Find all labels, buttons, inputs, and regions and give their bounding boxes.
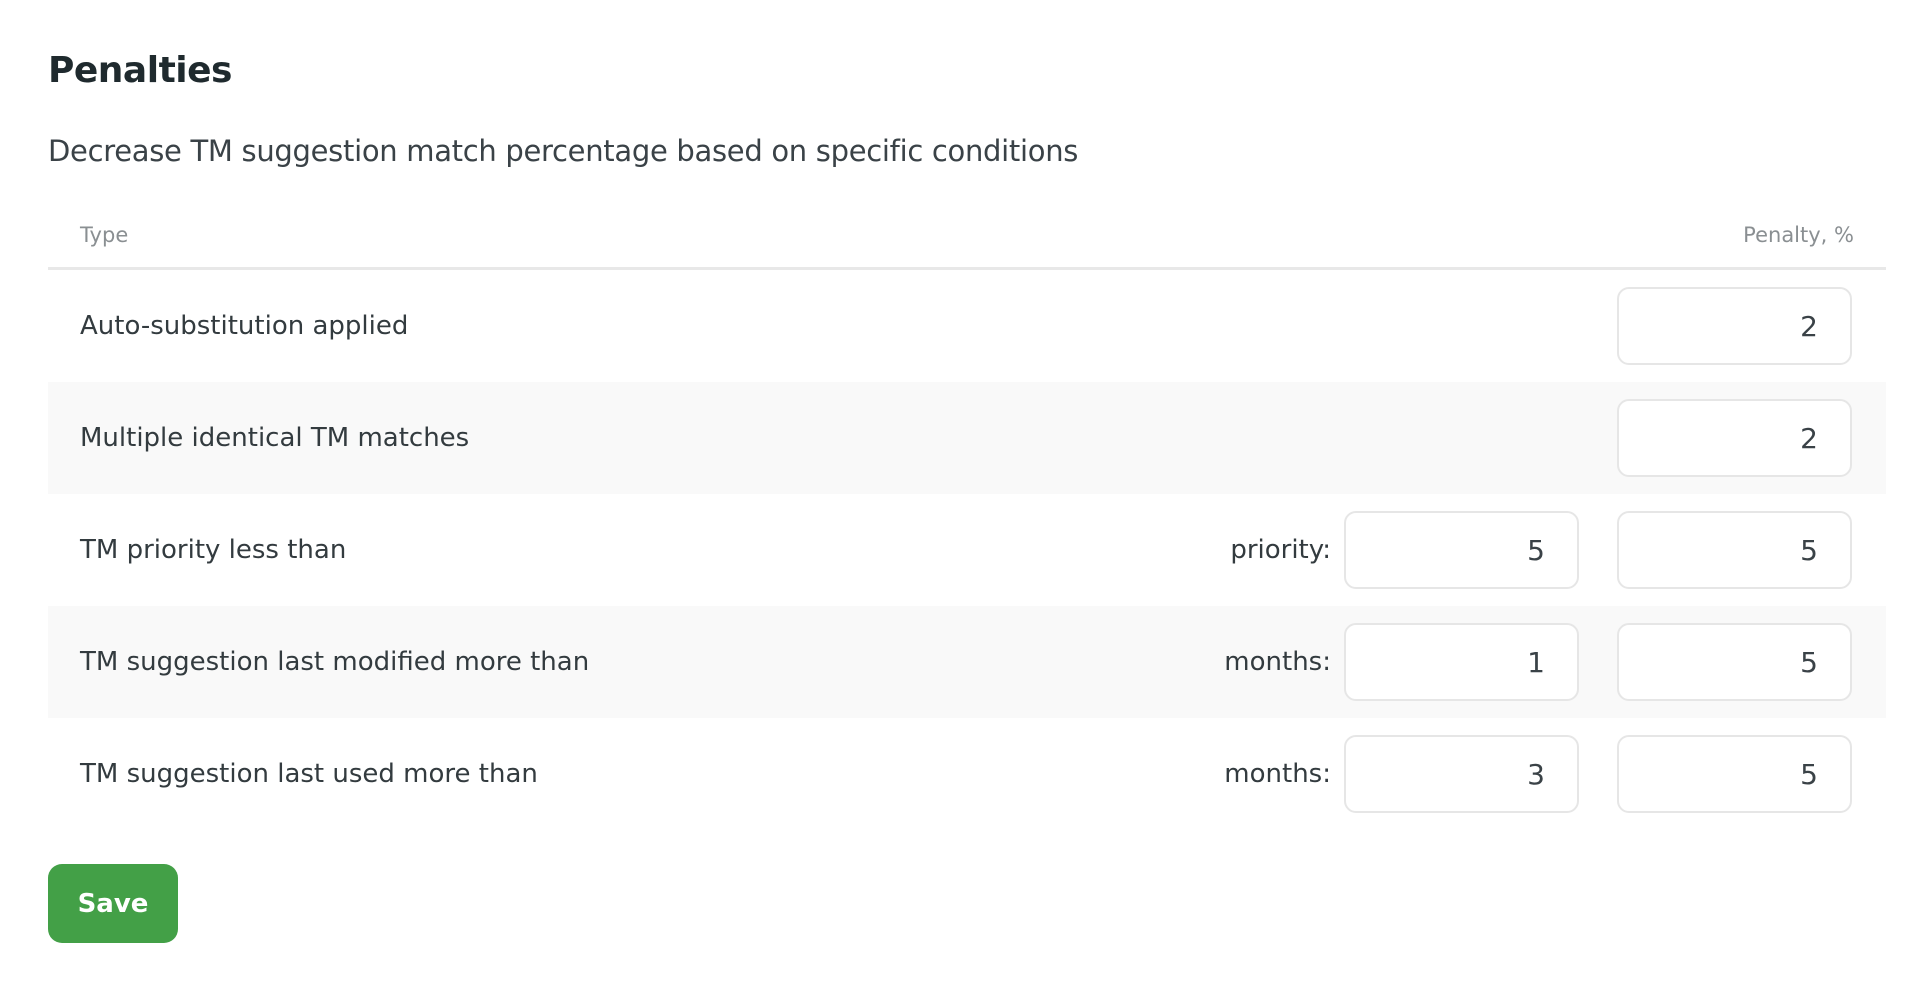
- save-button[interactable]: Save: [48, 864, 178, 943]
- header-type: Type: [80, 223, 129, 247]
- condition-label: months:: [1224, 759, 1331, 789]
- header-penalty: Penalty, %: [1743, 223, 1854, 247]
- months-input[interactable]: [1344, 735, 1579, 813]
- penalties-table: Type Penalty, % Auto-substitution applie…: [48, 212, 1886, 830]
- priority-input[interactable]: [1344, 511, 1579, 589]
- page-title: Penalties: [48, 50, 232, 91]
- table-row-tm-priority: TM priority less than priority:: [48, 494, 1886, 606]
- penalty-input[interactable]: [1617, 623, 1852, 701]
- row-label: TM priority less than: [80, 535, 347, 565]
- table-row-auto-substitution: Auto-substitution applied: [48, 270, 1886, 382]
- months-input[interactable]: [1344, 623, 1579, 701]
- table-row-multiple-identical: Multiple identical TM matches: [48, 382, 1886, 494]
- table-row-last-modified: TM suggestion last modified more than mo…: [48, 606, 1886, 718]
- penalty-input[interactable]: [1617, 511, 1852, 589]
- row-label: Multiple identical TM matches: [80, 423, 470, 453]
- penalty-input[interactable]: [1617, 735, 1852, 813]
- row-label: Auto-substitution applied: [80, 311, 409, 341]
- page-subtitle: Decrease TM suggestion match percentage …: [48, 134, 1079, 168]
- table-row-last-used: TM suggestion last used more than months…: [48, 718, 1886, 830]
- penalty-input[interactable]: [1617, 399, 1852, 477]
- table-header: Type Penalty, %: [48, 212, 1886, 270]
- condition-label: priority:: [1230, 535, 1331, 565]
- condition-label: months:: [1224, 647, 1331, 677]
- penalty-input[interactable]: [1617, 287, 1852, 365]
- row-label: TM suggestion last used more than: [80, 759, 538, 789]
- row-label: TM suggestion last modified more than: [80, 647, 590, 677]
